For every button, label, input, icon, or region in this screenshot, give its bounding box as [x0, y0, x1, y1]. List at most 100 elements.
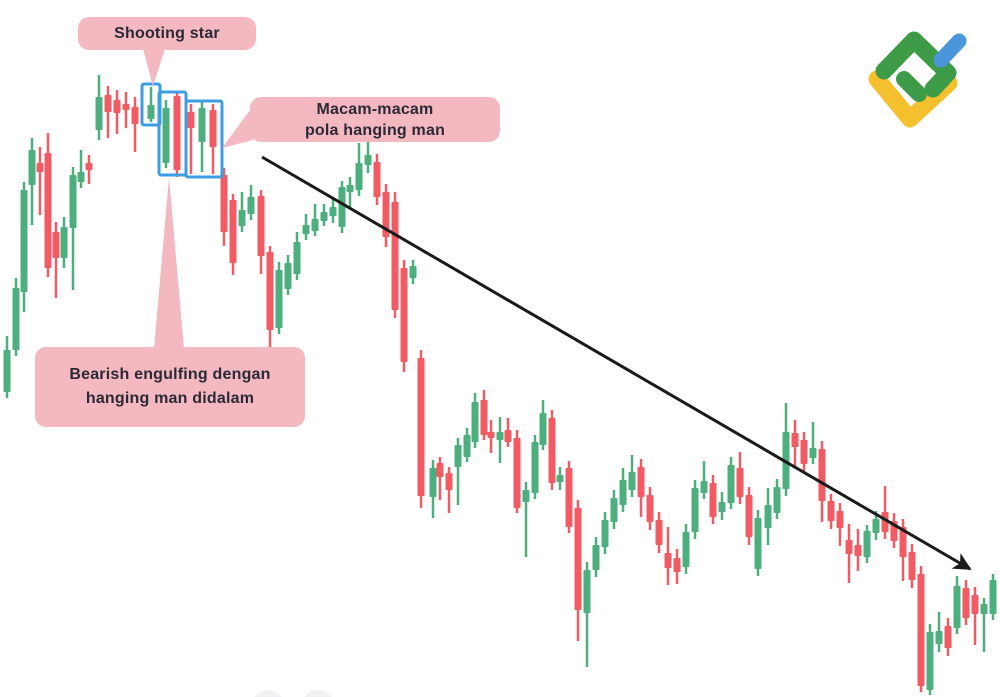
bullish-candle — [20, 190, 28, 292]
bullish-candle — [718, 502, 726, 512]
bullish-candle — [338, 187, 346, 227]
bearish-candle — [664, 553, 672, 568]
bearish-candle — [52, 232, 60, 258]
bullish-candle — [302, 225, 310, 234]
bearish-candle — [266, 252, 274, 330]
bullish-candle — [773, 487, 781, 513]
callout-pointer-hanging_man — [222, 106, 253, 148]
litefinance-logo-icon — [868, 31, 967, 128]
bullish-candle — [754, 518, 762, 569]
bearish-candle — [565, 468, 573, 527]
bullish-candle — [28, 150, 36, 185]
bullish-candle — [247, 197, 255, 214]
bearish-candle — [818, 449, 826, 501]
bearish-candle — [827, 501, 835, 521]
watermark — [254, 690, 332, 697]
bullish-candle — [471, 402, 479, 442]
bearish-candle — [745, 495, 753, 537]
bullish-candle — [926, 632, 934, 690]
bearish-candle — [854, 545, 862, 556]
bearish-candle — [548, 418, 556, 483]
bearish-candle — [187, 112, 195, 128]
bullish-candle — [284, 263, 292, 289]
bearish-candle — [791, 433, 799, 447]
bearish-candle — [391, 202, 399, 310]
watermark-arc — [254, 690, 282, 697]
bullish-candle — [77, 172, 85, 182]
callout-bearish-engulfing-line1: Bearish engulfing dengan — [69, 366, 271, 383]
bearish-candle — [209, 110, 217, 147]
bullish-candle — [619, 480, 627, 505]
bullish-candle — [531, 442, 539, 493]
bearish-candle — [971, 595, 979, 614]
bullish-candle — [583, 570, 591, 613]
downtrend-arrow — [261, 155, 972, 571]
bullish-candle — [3, 350, 11, 392]
bearish-candle — [257, 196, 265, 256]
bearish-candle — [229, 200, 237, 263]
bearish-candle — [480, 400, 488, 435]
bullish-candle — [935, 631, 943, 644]
bullish-candle — [872, 519, 880, 533]
bullish-candle — [198, 108, 206, 142]
bullish-candle — [601, 520, 609, 547]
callout-bearish-engulfing: Bearish engulfing dengan hanging man did… — [35, 347, 305, 427]
callout-hanging-man-line1: Macam-macam — [316, 100, 434, 118]
bearish-candle — [709, 483, 717, 517]
bearish-candle — [800, 440, 808, 464]
logo-blue-accent — [933, 33, 967, 68]
bullish-candle — [691, 488, 699, 532]
bullish-candle — [682, 532, 690, 567]
callout-pointer-bearish_engulfing — [154, 177, 184, 349]
bearish-candle — [899, 527, 907, 557]
bullish-candle — [610, 498, 618, 522]
bullish-candle — [454, 445, 462, 467]
bearish-candle — [574, 508, 582, 610]
bullish-candle — [238, 210, 246, 226]
bullish-candle — [556, 475, 564, 482]
bullish-candle — [628, 472, 636, 490]
pattern-highlight-layer — [140, 82, 224, 179]
bearish-candle — [504, 430, 512, 442]
callout-pointers-layer — [143, 49, 253, 349]
bearish-candle — [220, 175, 228, 232]
bearish-candle — [962, 588, 970, 618]
bearish-candle — [122, 104, 130, 110]
bullish-candle — [60, 227, 68, 258]
candles-layer — [3, 75, 997, 695]
callout-pointer-shooting_star — [143, 49, 165, 86]
bullish-candle — [95, 97, 103, 130]
bullish-candle — [364, 155, 372, 165]
bullish-candle — [69, 175, 77, 228]
bullish-candle — [311, 219, 319, 231]
bullish-candle — [809, 448, 817, 458]
bearish-candle — [113, 100, 121, 113]
bearish-candle — [513, 438, 521, 508]
watermark-arc — [304, 690, 332, 697]
bearish-candle — [173, 96, 181, 170]
hanging-man-box — [184, 99, 224, 179]
bullish-candle — [12, 288, 20, 350]
bullish-candle — [355, 163, 363, 190]
bullish-candle — [727, 465, 735, 503]
bearish-candle — [917, 574, 925, 686]
bullish-candle — [463, 435, 471, 457]
bearish-candle — [836, 511, 844, 528]
bearish-candle — [44, 153, 52, 268]
bullish-candle — [953, 586, 961, 628]
bearish-candle — [736, 468, 744, 497]
bullish-candle — [147, 105, 155, 119]
bullish-candle — [764, 505, 772, 528]
bullish-candle — [863, 531, 871, 557]
bullish-candle — [275, 270, 283, 328]
bullish-candle — [496, 432, 504, 440]
callout-shooting-star-text: Shooting star — [114, 24, 220, 42]
bullish-candle — [162, 108, 170, 163]
bullish-candle — [429, 468, 437, 497]
bullish-candle — [329, 207, 337, 216]
bearish-candle — [908, 552, 916, 580]
bearish-candle — [944, 626, 952, 648]
bearish-candle — [487, 432, 495, 438]
bearish-candle — [85, 163, 93, 170]
